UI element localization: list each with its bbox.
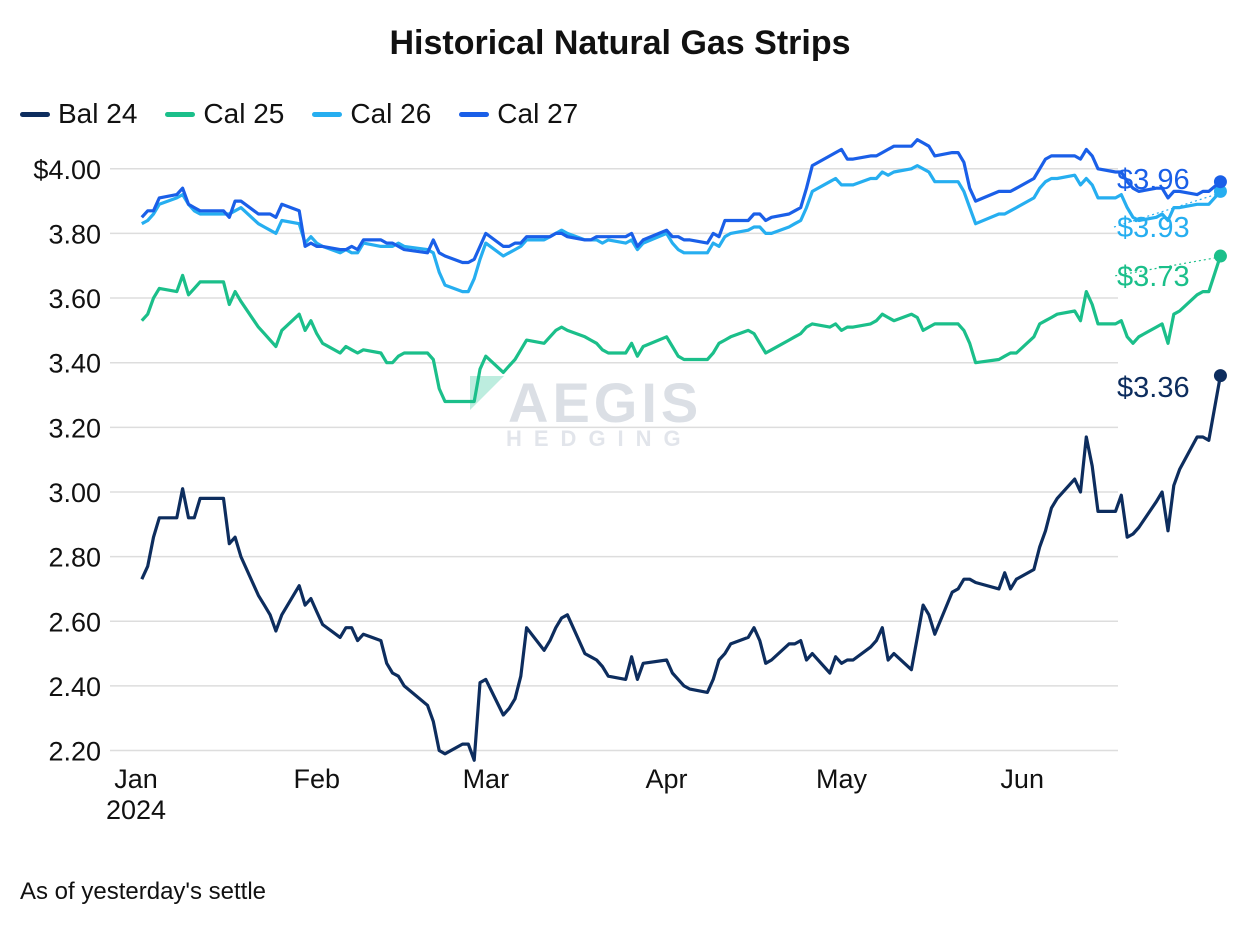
- end-point-marker: [1213, 175, 1227, 189]
- y-axis-ticks: 2.20 2.40 2.60 2.80 3.00 3.20 3.40 3.60 3.80 $4.0…: [33, 155, 101, 767]
- chart-legend: Bal 24 Cal 25 Cal 26 Cal 27: [20, 98, 578, 130]
- x-axis-ticks: Jan 2024 Feb Mar Apr May Jun: [106, 764, 1044, 825]
- legend-label-cal-27: Cal 27: [497, 98, 579, 129]
- y-tick-label: 3.00: [48, 478, 101, 508]
- x-tick-label: Jun: [1000, 764, 1044, 794]
- series-line-cal-27: [140, 138, 1222, 265]
- y-tick-label: 2.60: [48, 607, 101, 637]
- x-tick-label: May: [816, 764, 868, 794]
- x-tick-label: Jan 2024: [106, 764, 166, 825]
- legend-swatch-cal-27: [459, 111, 490, 117]
- legend-item-cal-27: Cal 27: [459, 98, 578, 130]
- end-point-marker: [1213, 184, 1227, 198]
- legend-item-bal-24: Bal 24: [20, 98, 137, 130]
- x-tick-label: Apr: [646, 764, 688, 794]
- end-value-labels: $3.36 $3.73 $3.93 $3.96: [1113, 164, 1226, 404]
- y-tick-label: 3.80: [48, 219, 101, 249]
- y-tick-label: $4.00: [33, 155, 101, 185]
- end-value-label: $3.36: [1117, 372, 1190, 404]
- series-line-bal-24: [140, 375, 1222, 762]
- y-tick-label: 3.20: [48, 413, 101, 443]
- y-tick-label: 2.80: [48, 543, 101, 573]
- end-value-label: $3.93: [1117, 212, 1190, 244]
- grid-lines: [110, 168, 1118, 752]
- legend-label-bal-24: Bal 24: [58, 98, 138, 129]
- series-lines: [140, 138, 1227, 762]
- end-value-label: $3.73: [1117, 261, 1190, 293]
- end-value-label: $3.96: [1117, 164, 1190, 196]
- y-tick-label: 2.20: [48, 737, 101, 767]
- legend-label-cal-25: Cal 25: [203, 98, 285, 129]
- legend-swatch-cal-25: [165, 111, 196, 117]
- watermark-main-text: AEGIS: [508, 371, 703, 434]
- aegis-hedging-watermark: AEGIS HEDGING: [470, 370, 730, 460]
- series-line-cal-25: [140, 255, 1222, 404]
- watermark-sub-text: HEDGING: [506, 426, 693, 451]
- y-tick-label: 3.40: [48, 349, 101, 379]
- legend-item-cal-25: Cal 25: [165, 98, 284, 130]
- footnote: As of yesterday's settle: [20, 878, 267, 905]
- x-tick-label: Mar: [463, 764, 510, 794]
- series-line-cal-26: [141, 164, 1222, 294]
- y-tick-label: 3.60: [48, 284, 101, 314]
- end-point-marker: [1213, 249, 1227, 263]
- x-tick-label: Feb: [293, 764, 340, 794]
- end-label-leader: [1113, 255, 1226, 277]
- legend-label-cal-26: Cal 26: [350, 98, 432, 129]
- y-tick-label: 2.40: [48, 672, 101, 702]
- legend-swatch-bal-24: [20, 111, 50, 117]
- legend-swatch-cal-26: [312, 111, 343, 117]
- end-point-marker: [1213, 369, 1227, 383]
- legend-item-cal-26: Cal 26: [312, 98, 431, 130]
- chart-title: Historical Natural Gas Strips: [389, 24, 851, 62]
